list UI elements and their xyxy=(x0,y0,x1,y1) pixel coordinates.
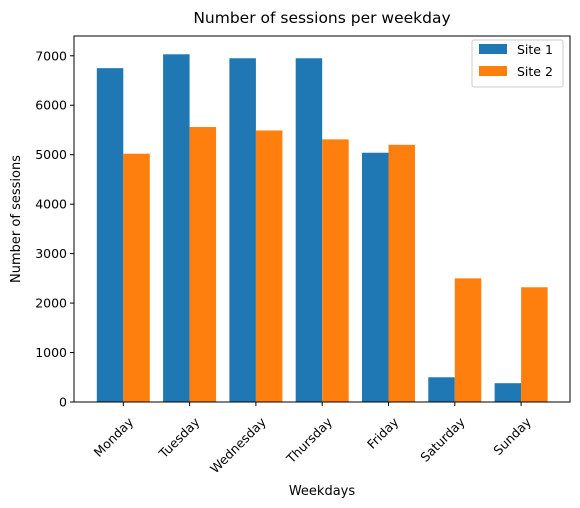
y-axis-label: Number of sessions xyxy=(9,155,24,283)
bar-site-1-friday xyxy=(362,152,389,402)
y-tick-label-3000: 3000 xyxy=(35,246,67,261)
bar-site-1-wednesday xyxy=(229,58,256,403)
y-tick-label-2000: 2000 xyxy=(35,296,67,311)
legend-swatch-site-2 xyxy=(479,66,507,76)
bar-site-1-thursday xyxy=(295,58,323,403)
x-tick-label-wednesday: Wednesday xyxy=(207,414,269,476)
y-tick-label-6000: 6000 xyxy=(35,98,67,113)
bar-site-2-sunday xyxy=(521,287,548,402)
legend-label-site-2: Site 2 xyxy=(517,64,553,79)
legend: Site 1 Site 2 xyxy=(471,39,564,88)
y-tick-label-0: 0 xyxy=(59,395,67,410)
bar-site-1-monday xyxy=(96,68,124,402)
x-axis-label: Weekdays xyxy=(289,484,356,499)
y-tick-label-4000: 4000 xyxy=(35,197,67,212)
plot-frame xyxy=(73,35,571,403)
legend-label-site-1: Site 1 xyxy=(517,42,553,57)
y-tick-label-7000: 7000 xyxy=(35,48,67,63)
x-tick-label-monday: Monday xyxy=(91,414,137,460)
x-tick-label-friday: Friday xyxy=(364,414,402,452)
x-axis: Monday Tuesday Wednesday Thursday Friday Satu… xyxy=(91,402,534,476)
bar-site-1-sunday xyxy=(494,383,522,402)
chart-title: Number of sessions per weekday xyxy=(193,9,450,27)
bar-site-1-saturday xyxy=(428,377,455,402)
y-tick-label-5000: 5000 xyxy=(35,147,67,162)
bar-site-1-tuesday xyxy=(163,54,190,403)
y-axis: 0 1000 2000 3000 4000 5000 6000 7000 xyxy=(35,48,74,410)
bar-site-2-wednesday xyxy=(255,130,283,402)
legend-swatch-site-1 xyxy=(479,44,507,54)
bar-site-2-monday xyxy=(123,153,150,402)
y-tick-label-1000: 1000 xyxy=(35,345,67,360)
bar-site-2-friday xyxy=(388,144,415,403)
bars-group xyxy=(96,54,548,403)
bar-site-2-thursday xyxy=(322,139,349,402)
x-tick-label-tuesday: Tuesday xyxy=(155,414,203,462)
x-tick-label-sunday: Sunday xyxy=(490,414,534,458)
bar-site-2-saturday xyxy=(454,278,482,402)
x-tick-label-saturday: Saturday xyxy=(417,414,468,465)
x-tick-label-thursday: Thursday xyxy=(283,414,336,467)
bar-site-2-tuesday xyxy=(189,127,217,402)
